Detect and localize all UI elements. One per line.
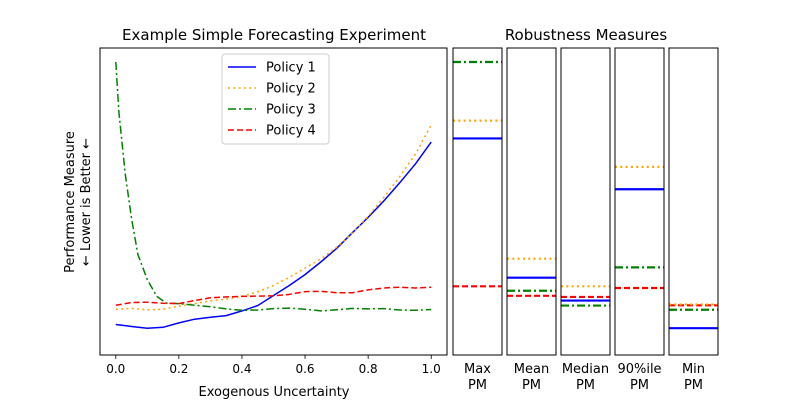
- x-tick-label: 0.4: [232, 362, 251, 376]
- panel-label-line1: Median: [562, 362, 609, 377]
- panel-label-line2: PM: [522, 378, 541, 393]
- panel-label-line1: Min: [682, 362, 705, 377]
- x-axis-label: Exogenous Uncertainty: [199, 385, 350, 400]
- series-line-policy-4: [115, 286, 432, 307]
- robustness-panel-frame: [614, 47, 665, 356]
- x-tick-label: 0.6: [295, 362, 314, 376]
- series-line-policy-2: [115, 124, 432, 311]
- robustness-panel-frame: [506, 47, 557, 356]
- legend-frame: [221, 53, 330, 145]
- x-tick-label: 1.0: [422, 362, 441, 376]
- panel-label-line1: 90%ile: [617, 362, 661, 377]
- legend-label-policy-4: Policy 4: [266, 124, 316, 139]
- series-lines: [115, 61, 432, 329]
- x-axis-ticks: 0.0 0.2 0.4 0.6 0.8 1.0: [106, 355, 441, 376]
- panel-label-line2: PM: [468, 378, 487, 393]
- main-plot-frame: [99, 47, 448, 356]
- panel-label-line2: PM: [630, 378, 649, 393]
- robustness-title: Robustness Measures: [505, 26, 668, 44]
- legend: Policy 1 Policy 2 Policy 3 Policy 4: [221, 53, 330, 145]
- panel-label-line1: Max: [464, 362, 491, 377]
- panel-label-line1: Mean: [514, 362, 549, 377]
- robustness-panel-frame: [452, 47, 503, 356]
- robustness-panel-frame: [560, 47, 611, 356]
- legend-items: Policy 1 Policy 2 Policy 3 Policy 4: [228, 61, 316, 139]
- series-line-policy-3: [115, 61, 432, 312]
- panel-label-line2: PM: [684, 378, 703, 393]
- x-tick-label: 0.8: [359, 362, 378, 376]
- y-axis-label-line1: Performance Measure: [63, 131, 78, 273]
- legend-label-policy-1: Policy 1: [266, 61, 316, 76]
- panel-label-line2: PM: [576, 378, 595, 393]
- robustness-plots: Robustness Measures MaxPMMeanPMMedianPM9…: [452, 26, 719, 393]
- main-chart-title: Example Simple Forecasting Experiment: [122, 26, 426, 44]
- main-plot: Example Simple Forecasting Experiment 0.…: [63, 26, 448, 400]
- x-tick-label: 0.0: [106, 362, 125, 376]
- legend-label-policy-3: Policy 3: [266, 103, 316, 118]
- y-axis-label-group: Performance Measure ← Lower is Better ←: [63, 131, 94, 273]
- x-tick-label: 0.2: [169, 362, 188, 376]
- robustness-panel-frame: [668, 47, 719, 356]
- legend-label-policy-2: Policy 2: [266, 82, 316, 97]
- y-axis-label-line2: ← Lower is Better ←: [79, 138, 94, 266]
